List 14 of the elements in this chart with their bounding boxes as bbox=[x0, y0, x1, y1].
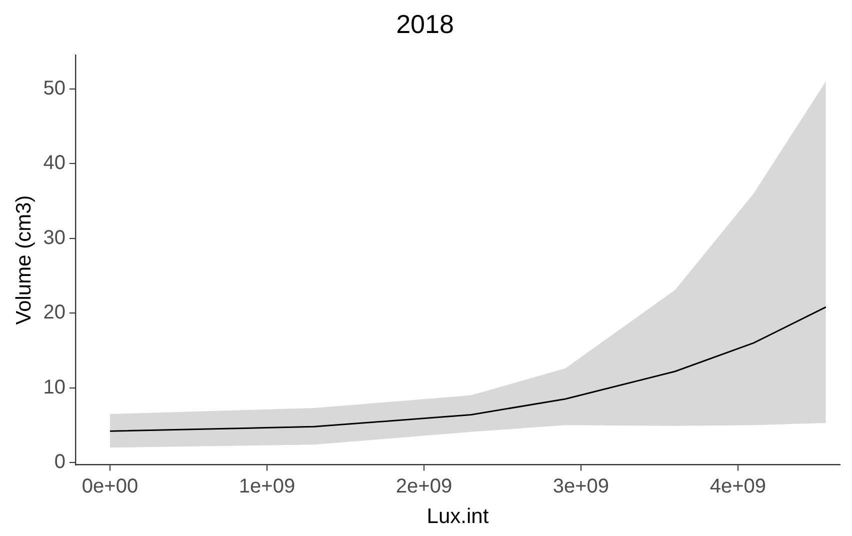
y-tick-label: 10 bbox=[43, 376, 66, 398]
x-tick-label: 4e+09 bbox=[710, 475, 766, 498]
y-tick-label: 40 bbox=[43, 152, 66, 174]
x-axis-title: Lux.int bbox=[426, 505, 489, 528]
x-tick-label: 1e+09 bbox=[238, 475, 296, 498]
x-tick-label: 3e+09 bbox=[552, 475, 610, 498]
y-tick-label: 50 bbox=[43, 77, 66, 100]
y-axis-title: Volume (cm3) bbox=[12, 195, 36, 325]
y-tick-label: 30 bbox=[43, 226, 66, 249]
y-tick-label: 20 bbox=[43, 302, 66, 324]
x-tick-label: 2e+09 bbox=[396, 475, 452, 498]
x-tick-label: 0e+00 bbox=[82, 475, 138, 498]
y-tick-label: 0 bbox=[54, 451, 66, 474]
chart-title: 2018 bbox=[396, 8, 454, 39]
